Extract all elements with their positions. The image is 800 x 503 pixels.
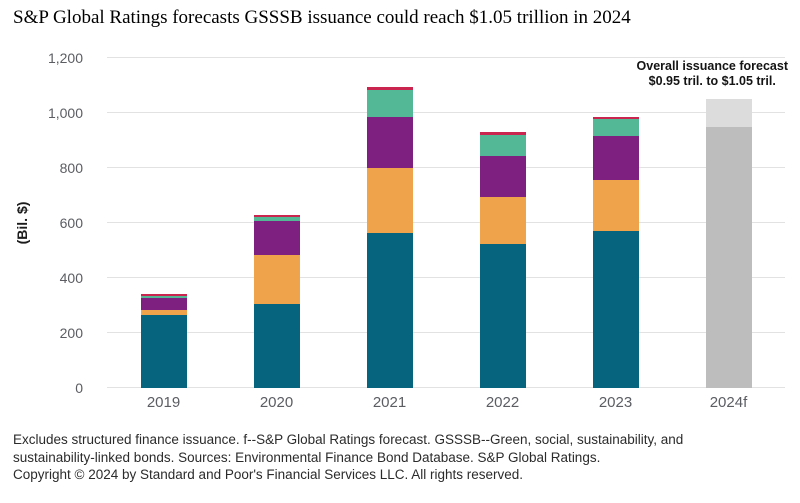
seafoam-segment — [479, 135, 526, 156]
y-tick-label: 200 — [59, 325, 83, 341]
orange-segment — [140, 309, 187, 315]
y-tick-label: 0 — [75, 380, 83, 396]
teal-segment — [479, 243, 526, 388]
bars — [107, 58, 785, 388]
crimson-segment — [479, 132, 526, 135]
y-tick-label: 400 — [59, 270, 83, 286]
y-tick-label: 800 — [59, 160, 83, 176]
seafoam-segment — [592, 119, 639, 137]
x-tick-label-2019: 2019 — [146, 394, 181, 411]
purple-segment — [592, 136, 639, 181]
bar-2023 — [592, 117, 639, 388]
teal-segment — [253, 304, 300, 388]
forecast-annotation: Overall issuance forecast $0.95 tril. to… — [637, 59, 788, 89]
gridline — [107, 222, 785, 223]
teal-segment — [140, 314, 187, 388]
x-tick-label-2021: 2021 — [372, 394, 407, 411]
crimson-segment — [592, 117, 639, 120]
x-tick-label-2024f: 2024f — [709, 394, 748, 411]
bar-slot-2022 — [446, 58, 559, 388]
crimson-segment — [140, 293, 187, 297]
forecast-base-segment — [705, 126, 752, 388]
gridline — [107, 277, 785, 278]
footnotes: Excludes structured finance issuance. f-… — [13, 431, 739, 484]
x-tick-label-2023: 2023 — [598, 394, 633, 411]
plot-area — [107, 57, 785, 388]
y-tick-label: 1,000 — [47, 105, 83, 121]
teal-segment — [366, 232, 413, 388]
purple-segment — [140, 297, 187, 310]
bar-2021 — [366, 87, 413, 388]
gridline — [107, 57, 785, 58]
x-axis-tick-labels: 2019 2020 2021 2022 2023 2024f — [107, 394, 785, 411]
seafoam-segment — [366, 89, 413, 118]
copyright-text: Copyright © 2024 by Standard and Poor's … — [13, 467, 524, 482]
gridline — [107, 112, 785, 113]
y-tick-label: 1,200 — [47, 50, 83, 66]
orange-segment — [592, 180, 639, 232]
orange-segment — [253, 255, 300, 305]
gridline — [107, 332, 785, 333]
seafoam-segment — [253, 216, 300, 221]
bar-2022 — [479, 132, 526, 388]
x-tick-label-2020: 2020 — [259, 394, 294, 411]
x-tick-label-2022: 2022 — [485, 394, 520, 411]
purple-segment — [253, 220, 300, 256]
purple-segment — [366, 117, 413, 168]
y-axis-tick-labels: 1,200 1,000 800 600 400 200 0 — [0, 51, 95, 395]
bar-2024f — [705, 99, 752, 388]
bar-slot-2020 — [220, 58, 333, 388]
bar-2020 — [253, 214, 300, 388]
gridline — [107, 167, 785, 168]
forecast-annotation-line2: $0.95 tril. to $1.05 tril. — [648, 73, 776, 88]
orange-segment — [479, 196, 526, 244]
bar-slot-2019 — [107, 58, 220, 388]
bar-2019 — [140, 293, 187, 388]
y-tick-label: 600 — [59, 215, 83, 231]
teal-segment — [592, 231, 639, 388]
orange-segment — [366, 168, 413, 233]
bar-slot-2023 — [559, 58, 672, 388]
forecast-annotation-line1: Overall issuance forecast — [636, 59, 788, 73]
crimson-segment — [253, 214, 300, 217]
footnote-text: Excludes structured finance issuance. f-… — [13, 432, 684, 465]
bar-slot-2021 — [333, 58, 446, 388]
crimson-segment — [366, 87, 413, 90]
purple-segment — [479, 155, 526, 197]
bar-slot-2024f — [672, 58, 785, 388]
seafoam-segment — [140, 296, 187, 298]
gridline — [107, 387, 785, 388]
chart-title: S&P Global Ratings forecasts GSSSB issua… — [13, 7, 631, 28]
forecast-range-segment — [705, 99, 752, 127]
